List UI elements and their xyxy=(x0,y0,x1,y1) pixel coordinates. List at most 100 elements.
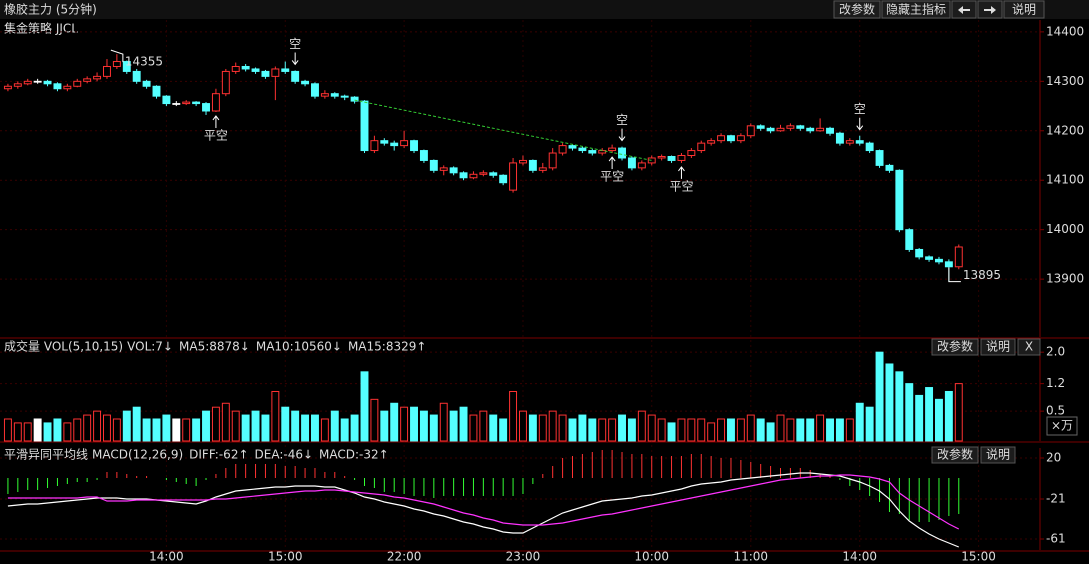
volume-bar xyxy=(647,414,656,442)
volume-bar xyxy=(360,371,369,442)
candle-body xyxy=(221,70,230,95)
candle-body xyxy=(489,172,498,176)
candle-body xyxy=(132,70,141,82)
volume-bar xyxy=(806,418,815,442)
candle-body xyxy=(469,173,478,179)
y-tick-label: 14400 xyxy=(1046,24,1084,38)
candle-body xyxy=(608,147,617,152)
candle-body xyxy=(142,80,151,87)
candle-body xyxy=(925,256,934,260)
volume-bar xyxy=(736,418,745,442)
candle-body xyxy=(875,150,884,166)
candle-body xyxy=(251,68,260,72)
candle-body xyxy=(380,140,389,144)
candle-body xyxy=(13,83,22,87)
candle-body xyxy=(400,140,409,147)
candle-body xyxy=(449,167,458,174)
volume-bar xyxy=(766,422,775,442)
volume-bar xyxy=(519,410,527,442)
candle-body xyxy=(865,142,874,152)
volume-bar xyxy=(657,418,666,442)
button-label: 改参数 xyxy=(937,447,973,462)
legend-entry: VOL:7↓ xyxy=(127,340,173,354)
candle-body xyxy=(122,61,131,72)
signal-label: 平空 xyxy=(669,179,693,193)
volume-bar xyxy=(301,414,310,442)
candle-body xyxy=(677,155,686,161)
volume-bar xyxy=(103,414,111,442)
volume-bar xyxy=(132,406,141,442)
legend-entry: DIFF:-62↑ xyxy=(189,448,248,462)
volume-bar xyxy=(73,418,82,442)
volume-bar xyxy=(835,418,844,442)
volume-bar xyxy=(53,418,62,442)
high-marker xyxy=(110,49,124,63)
candle-body xyxy=(152,85,161,97)
y-tick-label: 2.0 xyxy=(1046,345,1065,359)
panel-button[interactable] xyxy=(931,446,979,464)
toolbar-button[interactable] xyxy=(881,0,951,19)
volume-bar xyxy=(162,414,171,442)
candle-body xyxy=(211,93,220,112)
volume-bar xyxy=(370,398,379,442)
legend-entry: MA10:10560↓ xyxy=(256,340,342,354)
candle-body xyxy=(717,135,726,142)
high-label: 14355 xyxy=(125,55,163,69)
candle-body xyxy=(311,83,319,97)
signal-arrow xyxy=(291,52,299,66)
volume-bar xyxy=(538,414,547,442)
candle-body xyxy=(796,125,805,129)
volume-bar xyxy=(618,414,626,442)
signal-arrow xyxy=(618,128,626,142)
candle-body xyxy=(588,150,597,154)
legend-entry: MACD:-32↑ xyxy=(319,448,389,462)
panel-button[interactable] xyxy=(1017,338,1041,356)
volume-bar xyxy=(727,418,735,442)
volume-bar xyxy=(588,418,597,442)
toolbar-button[interactable] xyxy=(1003,0,1045,19)
volume-bar xyxy=(717,418,726,442)
button-label: 改参数 xyxy=(839,2,875,17)
volume-bar xyxy=(915,394,924,442)
volume-bar xyxy=(935,398,943,442)
signal-label: 平空 xyxy=(600,170,624,184)
panel-button[interactable] xyxy=(931,338,979,356)
candle-body xyxy=(935,258,943,263)
volume-bar xyxy=(826,418,834,442)
legend-entry: MA15:8329↑ xyxy=(348,340,426,354)
y-tick-label: 14300 xyxy=(1046,74,1084,88)
y-tick-label: 20 xyxy=(1046,451,1061,465)
candle-body xyxy=(776,127,785,132)
candle-body xyxy=(320,93,329,97)
volume-bar xyxy=(390,402,399,442)
candle-body xyxy=(202,103,210,112)
candle-body xyxy=(786,125,795,129)
arrow-icon xyxy=(958,6,970,14)
volume-bar xyxy=(152,418,161,442)
candle-body xyxy=(182,101,191,105)
candle-body xyxy=(895,169,904,231)
panel-button[interactable] xyxy=(980,446,1016,464)
candle-body xyxy=(855,140,864,144)
candle-body xyxy=(271,68,280,77)
candle-body xyxy=(390,142,399,147)
y-tick-label: 14100 xyxy=(1046,173,1084,187)
candle-body xyxy=(281,68,290,72)
signal-label: 空 xyxy=(616,113,628,127)
toolbar-button[interactable] xyxy=(833,0,881,19)
volume-bar xyxy=(93,410,102,442)
volume-bar xyxy=(63,422,72,442)
volume-bar xyxy=(400,406,409,442)
candle-body xyxy=(905,229,914,250)
volume-bar xyxy=(311,414,319,442)
candle-body xyxy=(667,155,676,161)
candle-body xyxy=(806,127,815,132)
candle-body xyxy=(103,65,111,77)
candle-body xyxy=(479,172,488,175)
volume-bar xyxy=(707,422,716,442)
panel-button[interactable] xyxy=(980,338,1016,356)
volume-bar xyxy=(281,406,290,442)
button-label: 说明 xyxy=(986,339,1010,354)
volume-bar xyxy=(23,422,32,442)
volume-bar xyxy=(172,418,181,442)
